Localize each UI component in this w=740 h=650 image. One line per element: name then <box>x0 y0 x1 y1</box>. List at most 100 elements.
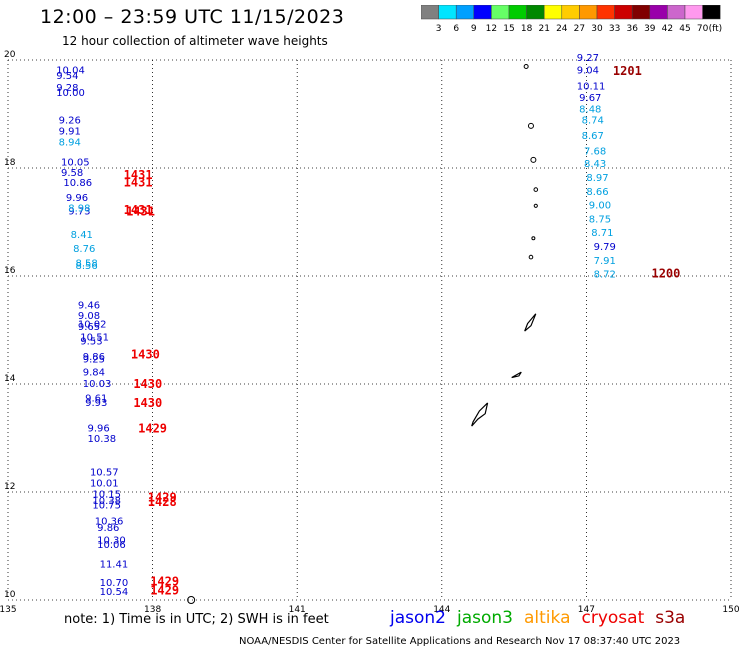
island-outline <box>528 254 534 260</box>
wave-height-label: 9.04 <box>577 66 599 77</box>
wave-height-label: 7.68 <box>584 147 606 158</box>
wave-height-label: 11.41 <box>100 560 129 571</box>
wave-height-label: 8.43 <box>584 159 606 170</box>
island-outline <box>524 313 537 332</box>
wave-height-label: 8.75 <box>589 215 611 226</box>
pass-time-label: 1431 <box>126 205 155 219</box>
wave-height-label: 9.73 <box>68 206 90 217</box>
wave-height-label: 10.38 <box>88 434 117 445</box>
pass-time-label: 1430 <box>133 377 162 391</box>
island-outline <box>530 156 537 163</box>
wave-height-label: 10.04 <box>56 66 85 77</box>
wave-height-label: 10.57 <box>90 467 119 478</box>
island-outline <box>533 187 539 192</box>
island-outline <box>531 236 536 241</box>
wave-height-label: 8.97 <box>586 173 608 184</box>
y-tick-label: 12 <box>4 482 15 492</box>
wave-height-label: 8.56 <box>75 261 97 272</box>
wave-height-label: 9.96 <box>88 424 110 435</box>
wave-height-label: 9.79 <box>594 242 616 253</box>
wave-height-label: 10.38 <box>92 496 121 507</box>
wave-height-label: 9.65 <box>78 322 100 333</box>
colorbar-swatch <box>702 5 721 20</box>
colorbar-tick-label: 3 <box>436 24 442 34</box>
wave-height-label: 8.58 <box>75 258 97 269</box>
credit-line: NOAA/NESDIS Center for Satellite Applica… <box>239 636 681 647</box>
footnote: note: 1) Time is in UTC; 2) SWH is in fe… <box>64 612 329 627</box>
pass-time-label: 1431 <box>124 168 153 182</box>
y-tick-label: 16 <box>4 266 16 276</box>
legend-item-altika: altika <box>524 608 571 628</box>
satellite-legend: jason2 jason3 altika cryosat s3a <box>390 608 696 628</box>
wave-height-label: 9.61 <box>85 393 107 404</box>
colorbar-tick-label: 15 <box>503 24 514 34</box>
pass-time-label: 1429 <box>148 491 177 505</box>
colorbar-tick-label: 36 <box>626 24 638 34</box>
wave-height-label: 9.67 <box>579 93 601 104</box>
pass-time-label: 1430 <box>133 396 162 410</box>
colorbar-tick-label: 39 <box>644 24 656 34</box>
colorbar-tick-label: 30 <box>591 24 603 34</box>
colorbar-tick-label: 45 <box>679 24 690 34</box>
wave-height-label: 8.72 <box>594 270 616 281</box>
colorbar-tick-label: 27 <box>574 24 585 34</box>
wave-height-label: 10.75 <box>92 501 121 512</box>
wave-height-label: 10.02 <box>78 319 107 330</box>
wave-height-label: 10.11 <box>577 82 606 93</box>
y-tick-label: 20 <box>4 50 16 60</box>
color-scale-legend: 3 6 9 12 15 18 21 24 27 30 33 36 39 42 45 70 (ft) <box>421 5 722 34</box>
island-outline <box>187 596 196 604</box>
pass-time-label: 1428 <box>148 495 177 509</box>
wave-height-label: 9.26 <box>59 116 81 127</box>
legend-item-cryosat: cryosat <box>581 608 645 628</box>
wave-height-label: 8.71 <box>591 228 613 239</box>
wave-height-label: 10.15 <box>92 489 121 500</box>
colorbar-tick-label: 70 <box>697 24 709 34</box>
wave-height-label: 10.30 <box>97 535 126 546</box>
wave-height-label: 9.46 <box>78 300 100 311</box>
pass-time-label: 1431 <box>124 175 153 189</box>
wave-height-label: 9.27 <box>577 53 599 64</box>
colorbar-tick-label: 24 <box>556 24 568 34</box>
wave-height-label: 9.25 <box>83 354 105 365</box>
legend-item-jason2: jason2 <box>390 608 446 628</box>
wave-height-label: 10.03 <box>83 379 112 390</box>
wave-height-label: 9.28 <box>56 83 78 94</box>
x-tick-label: 141 <box>289 605 306 615</box>
colorbar-tick-label: 9 <box>471 24 477 34</box>
wave-height-label: 9.86 <box>83 352 105 363</box>
wave-height-label: 10.00 <box>56 88 85 99</box>
x-tick-label: 144 <box>433 605 450 615</box>
wave-height-label: 9.86 <box>97 523 119 534</box>
wave-height-label: 9.00 <box>589 201 611 212</box>
wave-height-label: 8.74 <box>582 116 604 127</box>
x-tick-label: 135 <box>0 605 17 615</box>
colorbar-tick-label: 42 <box>662 24 673 34</box>
island-outline <box>527 122 534 129</box>
wave-height-label: 8.41 <box>71 230 93 241</box>
pass-time-label: 1430 <box>131 348 160 362</box>
wave-height-label: 10.70 <box>100 578 129 589</box>
y-tick-label: 18 <box>4 158 16 168</box>
wave-height-label: 8.48 <box>579 104 601 115</box>
wave-height-label: 10.06 <box>97 540 126 551</box>
wave-height-label: 9.96 <box>66 193 88 204</box>
colorbar-tick-label: 6 <box>453 24 459 34</box>
wave-height-label: 10.54 <box>100 587 129 598</box>
pass-time-label: 1201 <box>613 64 642 78</box>
chart-subtitle: 12 hour collection of altimeter wave hei… <box>62 34 328 48</box>
island-outline <box>523 63 529 69</box>
wave-height-label: 8.98 <box>68 204 90 215</box>
colorbar-tick-label: 18 <box>521 24 533 34</box>
wave-height-label: 10.05 <box>61 157 90 168</box>
wave-height-label: 9.54 <box>56 71 78 82</box>
y-tick-label: 14 <box>4 374 16 384</box>
x-tick-label: 138 <box>144 605 161 615</box>
wave-height-label: 10.01 <box>90 479 119 490</box>
pass-time-label: 1429 <box>138 422 167 436</box>
colorbar-tick-label: 12 <box>486 24 497 34</box>
wave-height-label: 10.36 <box>95 516 124 527</box>
wave-height-label: 8.67 <box>582 131 604 142</box>
legend-item-s3a: s3a <box>655 608 686 628</box>
